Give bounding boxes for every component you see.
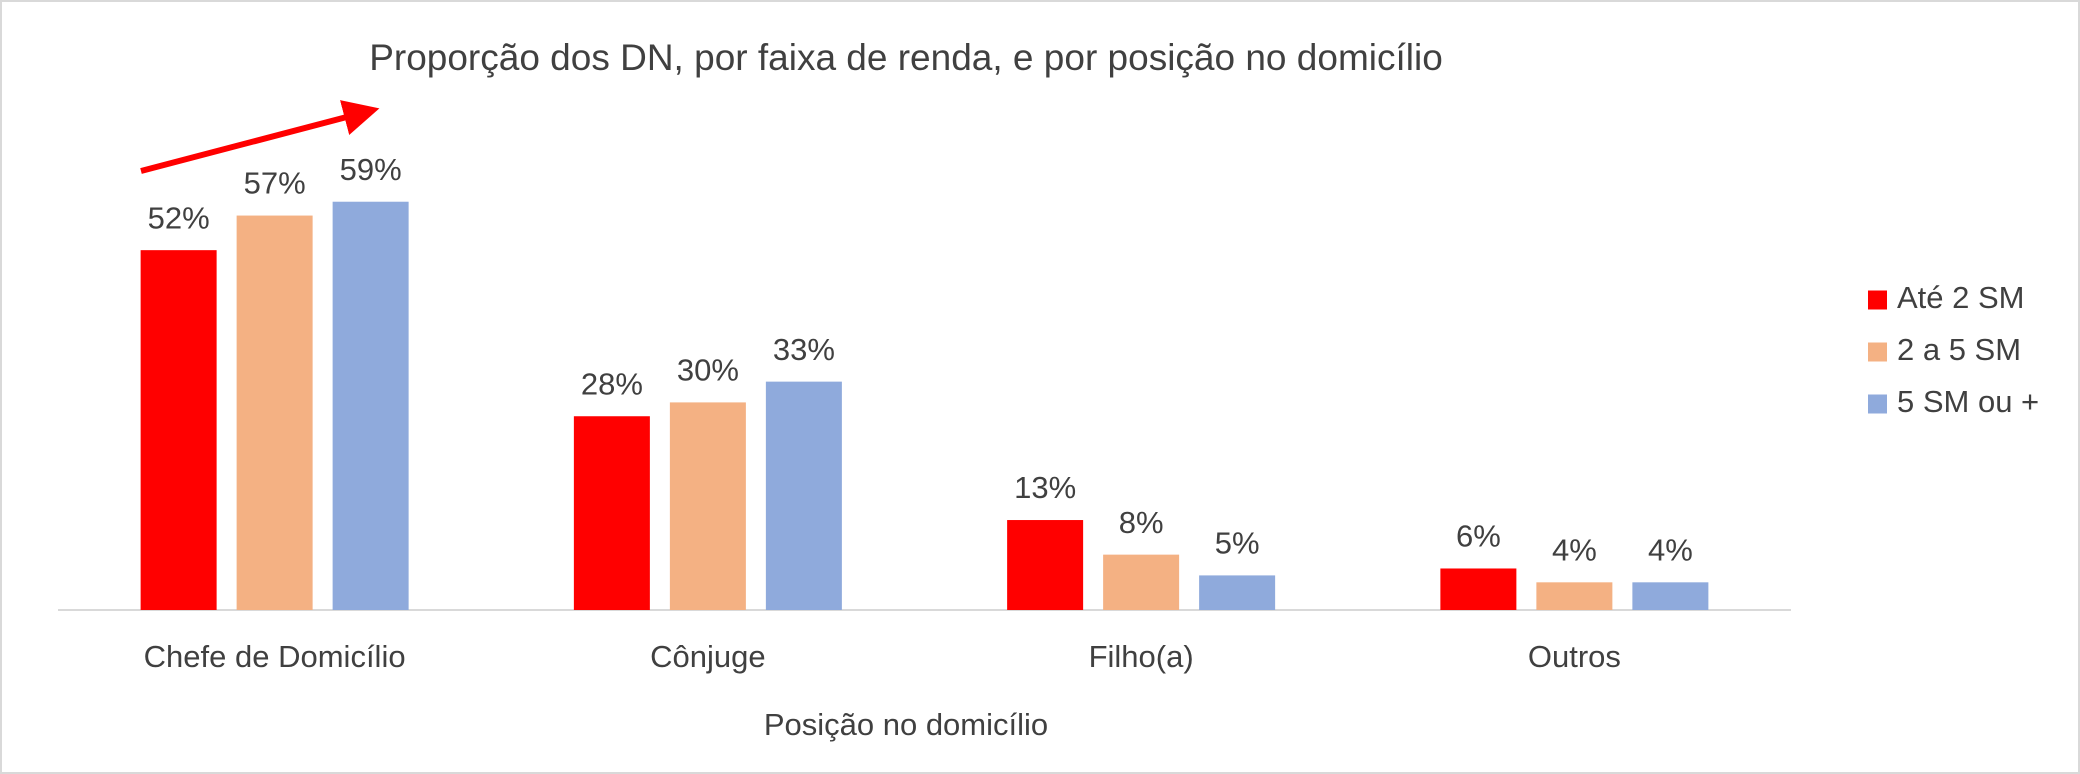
bar bbox=[1199, 575, 1276, 610]
x-axis-title: Posição no domicílio bbox=[764, 707, 1048, 742]
data-label: 30% bbox=[677, 353, 739, 388]
bar bbox=[1632, 582, 1709, 610]
x-tick-label: Filho(a) bbox=[1089, 639, 1194, 674]
data-label: 8% bbox=[1119, 505, 1164, 540]
data-label: 59% bbox=[340, 152, 402, 187]
data-label: 4% bbox=[1648, 533, 1693, 568]
bar bbox=[1007, 520, 1084, 610]
legend-label: Até 2 SM bbox=[1897, 280, 2025, 315]
bar bbox=[332, 201, 409, 610]
x-tick-label: Cônjuge bbox=[650, 639, 765, 674]
x-tick-label: Outros bbox=[1528, 639, 1621, 674]
legend-swatch bbox=[1868, 290, 1887, 310]
legend-swatch bbox=[1868, 394, 1887, 414]
bar bbox=[236, 215, 313, 610]
data-label: 5% bbox=[1215, 526, 1260, 561]
legend-label: 2 a 5 SM bbox=[1897, 332, 2021, 367]
data-label: 52% bbox=[148, 200, 210, 235]
bar bbox=[1440, 568, 1517, 610]
bar bbox=[1103, 554, 1180, 610]
data-label: 13% bbox=[1014, 470, 1076, 505]
data-label: 33% bbox=[773, 332, 835, 367]
legend-label: 5 SM ou + bbox=[1897, 384, 2039, 419]
bar bbox=[669, 402, 746, 610]
bar bbox=[140, 250, 217, 610]
data-label: 57% bbox=[244, 166, 306, 201]
data-label: 4% bbox=[1552, 533, 1597, 568]
trend-arrow bbox=[140, 100, 380, 174]
legend-swatch bbox=[1868, 342, 1887, 362]
bar bbox=[1536, 582, 1613, 610]
chart-title: Proporção dos DN, por faixa de renda, e … bbox=[369, 37, 1443, 78]
data-label: 28% bbox=[581, 366, 643, 401]
bar bbox=[573, 416, 650, 610]
data-label: 6% bbox=[1456, 519, 1501, 554]
bar bbox=[765, 381, 842, 610]
x-tick-label: Chefe de Domicílio bbox=[144, 639, 406, 674]
